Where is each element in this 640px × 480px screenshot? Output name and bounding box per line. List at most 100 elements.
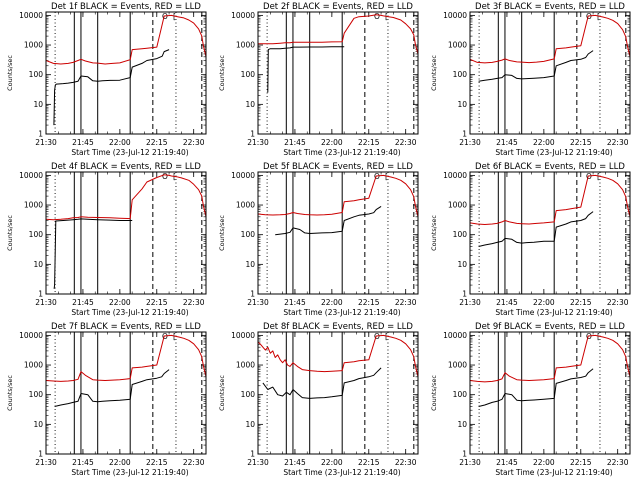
y-tick-label: 100 [29, 70, 44, 79]
y-axis-label: Counts/sec [218, 55, 226, 91]
x-tick-label: 22:00 [321, 138, 343, 147]
y-tick-label: 10 [245, 260, 255, 269]
x-axis-label: Start Time (23-Jul-12 21:19:40) [495, 308, 612, 317]
chart-panel-7: Det 7f BLACK = Events, RED = LLD Counts/s… [6, 322, 207, 477]
plot-frame [469, 171, 631, 295]
series-line-red [46, 334, 206, 382]
x-tick-label: 22:15 [570, 298, 592, 307]
x-tick-label: 21:30 [35, 138, 57, 147]
x-axis-label: Start Time (23-Jul-12 21:19:40) [495, 468, 612, 477]
x-tick-label: 22:30 [607, 138, 629, 147]
x-tick-label: 21:45 [72, 298, 94, 307]
series-line-red [46, 174, 206, 221]
x-tick-label: 22:00 [109, 138, 131, 147]
y-tick-label: 10 [245, 420, 255, 429]
y-tick-label: 10 [33, 420, 43, 429]
y-tick-label: 10000 [443, 11, 467, 20]
marker-glyph: Ö [374, 332, 380, 341]
y-tick-label: 1 [250, 450, 255, 459]
y-tick-label: 10000 [443, 331, 467, 340]
y-tick-label: 1 [462, 130, 467, 139]
event-lines [266, 172, 415, 294]
y-tick-label: 10 [33, 100, 43, 109]
plot-frame [257, 331, 419, 455]
plot-frame [45, 171, 207, 295]
x-axis-label: Start Time (23-Jul-12 21:19:40) [283, 308, 400, 317]
x-tick-label: 21:30 [459, 138, 481, 147]
x-tick-label: 22:00 [109, 298, 131, 307]
y-tick-label: 1000 [236, 41, 255, 50]
panel-title: Det 9f BLACK = Events, RED = LLD [475, 322, 625, 332]
x-tick-label: 21:30 [459, 458, 481, 467]
y-axis-label: Counts/sec [6, 55, 14, 91]
x-tick-label: 22:00 [533, 138, 555, 147]
y-tick-label: 1000 [24, 201, 43, 210]
series-line-black [275, 205, 382, 236]
x-tick-label: 22:15 [358, 458, 380, 467]
x-tick-label: 22:30 [183, 298, 205, 307]
y-tick-label: 1000 [236, 361, 255, 370]
y-tick-label: 100 [453, 230, 468, 239]
y-tick-label: 1 [250, 290, 255, 299]
y-tick-label: 100 [29, 230, 44, 239]
y-tick-label: 10 [457, 260, 467, 269]
y-tick-label: 10000 [231, 11, 255, 20]
x-tick-label: 21:30 [35, 298, 57, 307]
y-tick-label: 1 [38, 130, 43, 139]
x-tick-label: 22:15 [358, 138, 380, 147]
y-tick-label: 10000 [231, 171, 255, 180]
marker-glyph: Ö [374, 172, 380, 181]
y-tick-label: 10000 [231, 331, 255, 340]
chart-panel-4: Det 4f BLACK = Events, RED = LLD Counts/s… [6, 162, 207, 317]
series-line-black [262, 367, 382, 399]
panel-title: Det 3f BLACK = Events, RED = LLD [475, 2, 625, 12]
y-tick-label: 10 [457, 100, 467, 109]
event-lines [54, 12, 203, 134]
y-tick-label: 10000 [443, 171, 467, 180]
y-axis-label: Counts/sec [430, 55, 438, 91]
y-axis-label: Counts/sec [218, 215, 226, 251]
y-tick-label: 100 [453, 390, 468, 399]
y-tick-label: 100 [241, 70, 256, 79]
y-tick-label: 1 [462, 450, 467, 459]
panel-title: Det 6f BLACK = Events, RED = LLD [475, 162, 625, 172]
series-line-black [478, 50, 594, 82]
x-axis-label: Start Time (23-Jul-12 21:19:40) [71, 148, 188, 157]
event-lines [478, 332, 627, 454]
event-lines [478, 172, 627, 294]
series-line-black [267, 46, 345, 93]
x-tick-label: 22:00 [321, 298, 343, 307]
event-lines [54, 332, 203, 454]
x-tick-label: 21:45 [284, 458, 306, 467]
y-tick-label: 1000 [24, 41, 43, 50]
x-tick-label: 22:30 [183, 458, 205, 467]
x-tick-label: 21:30 [459, 298, 481, 307]
y-axis-label: Counts/sec [6, 215, 14, 251]
panel-title: Det 8f BLACK = Events, RED = LLD [263, 322, 413, 332]
chart-panel-3: Det 3f BLACK = Events, RED = LLD Counts/s… [430, 2, 631, 157]
panel-title: Det 1f BLACK = Events, RED = LLD [51, 2, 201, 12]
x-axis-label: Start Time (23-Jul-12 21:19:40) [283, 148, 400, 157]
series-line-black [478, 368, 594, 407]
y-tick-label: 100 [453, 70, 468, 79]
x-tick-label: 22:15 [570, 138, 592, 147]
marker-glyph: Ö [374, 12, 380, 21]
y-tick-label: 1000 [448, 41, 467, 50]
series-line-black [478, 211, 594, 247]
marker-glyph: Ö [162, 172, 168, 181]
y-tick-label: 100 [29, 390, 44, 399]
chart-panel-9: Det 9f BLACK = Events, RED = LLD Counts/s… [430, 322, 631, 477]
series-line-red [46, 14, 206, 65]
x-tick-label: 22:30 [395, 458, 417, 467]
x-tick-label: 21:30 [35, 458, 57, 467]
panel-title: Det 7f BLACK = Events, RED = LLD [51, 322, 201, 332]
x-tick-label: 21:45 [284, 138, 306, 147]
series-line-red [258, 174, 418, 217]
y-tick-label: 100 [241, 390, 256, 399]
marker-glyph: Ö [162, 12, 168, 21]
x-tick-label: 22:30 [395, 138, 417, 147]
y-axis-label: Counts/sec [430, 215, 438, 251]
x-tick-label: 21:45 [72, 138, 94, 147]
y-axis-label: Counts/sec [218, 375, 226, 411]
series-line-black [53, 49, 170, 126]
